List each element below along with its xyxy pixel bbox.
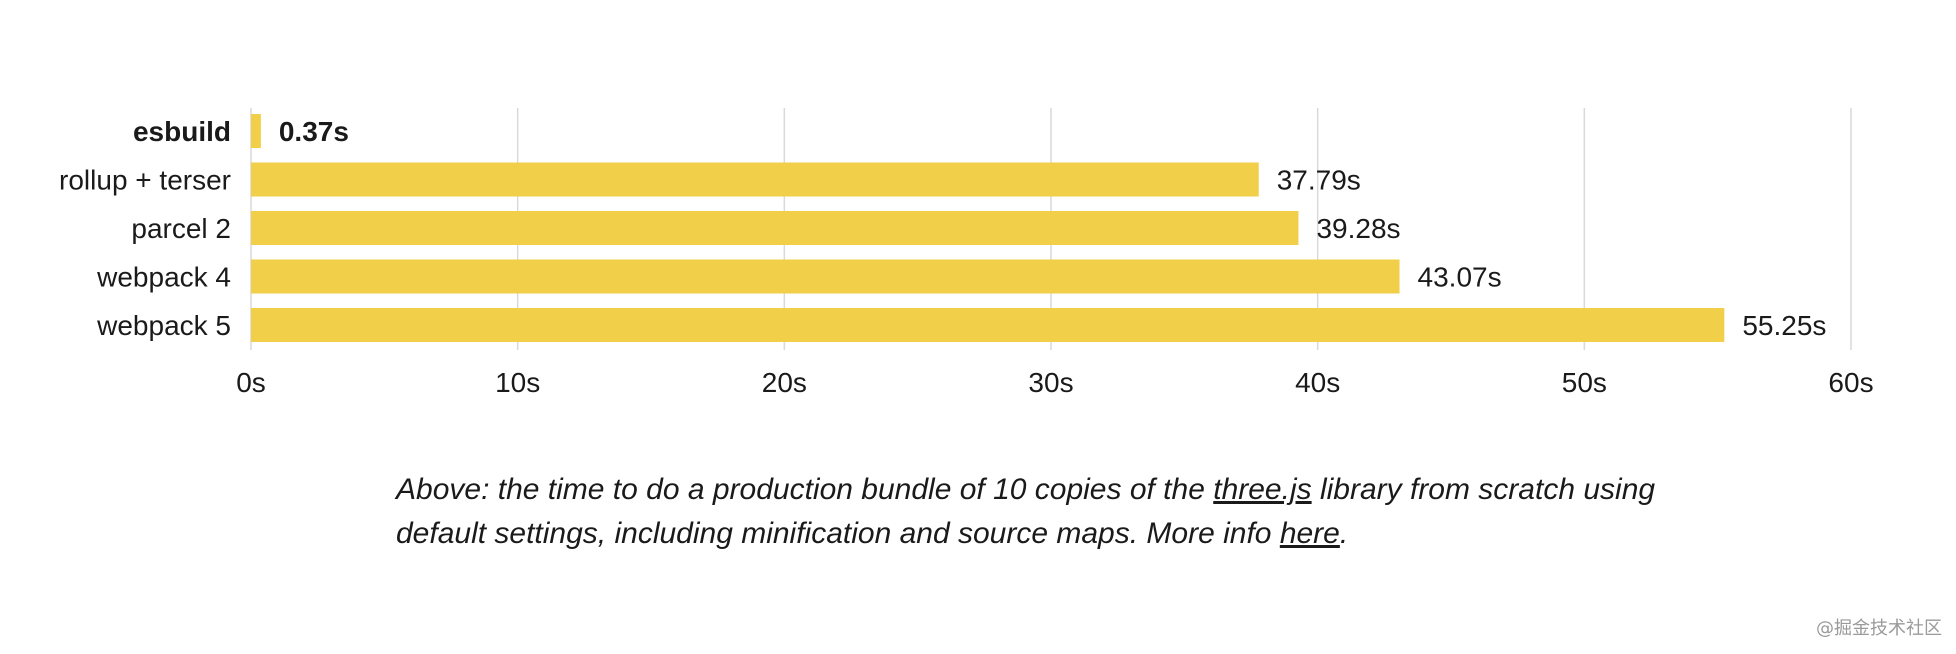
x-tick-label: 60s <box>1828 367 1873 398</box>
benchmark-bar-chart: 0s 10s 20s 30s 40s 50s 60s esbuild 0.37s rollup +… <box>59 108 1874 398</box>
value-label: 39.28s <box>1316 213 1400 244</box>
category-label: webpack 4 <box>96 262 231 293</box>
category-label: esbuild <box>133 116 231 147</box>
value-label: 0.37s <box>279 116 349 147</box>
threejs-link[interactable]: three.js <box>1213 473 1312 506</box>
value-label: 43.07s <box>1418 262 1502 293</box>
value-label: 55.25s <box>1742 310 1826 341</box>
category-label: parcel 2 <box>131 213 231 244</box>
chart-caption: Above: the time to do a production bundl… <box>396 468 1696 556</box>
x-tick-label: 50s <box>1562 367 1607 398</box>
x-tick-label: 0s <box>236 367 266 398</box>
caption-text-1: Above: the time to do a production bundl… <box>396 473 1214 506</box>
x-tick-label: 30s <box>1028 367 1073 398</box>
bar-parcel-2 <box>251 211 1299 245</box>
bar-webpack-4 <box>251 259 1400 294</box>
category-label: rollup + terser <box>59 165 231 196</box>
bar-rollup-terser <box>251 162 1259 197</box>
x-tick-label: 10s <box>495 367 540 398</box>
bar-esbuild <box>251 114 261 148</box>
caption-text-3: . <box>1339 517 1349 550</box>
x-tick-label: 20s <box>762 367 807 398</box>
watermark: @掘金技术社区 <box>1816 618 1942 639</box>
x-tick-label: 40s <box>1295 367 1340 398</box>
category-label: webpack 5 <box>96 310 231 341</box>
caption-text-2: library from scratch using default setti… <box>396 473 1656 550</box>
bar-webpack-5 <box>251 308 1725 342</box>
more-info-link[interactable]: here <box>1279 517 1340 550</box>
bars <box>251 114 1725 342</box>
value-label: 37.79s <box>1277 165 1361 196</box>
labels: 0s 10s 20s 30s 40s 50s 60s esbuild 0.37s rollup +… <box>59 116 1874 398</box>
